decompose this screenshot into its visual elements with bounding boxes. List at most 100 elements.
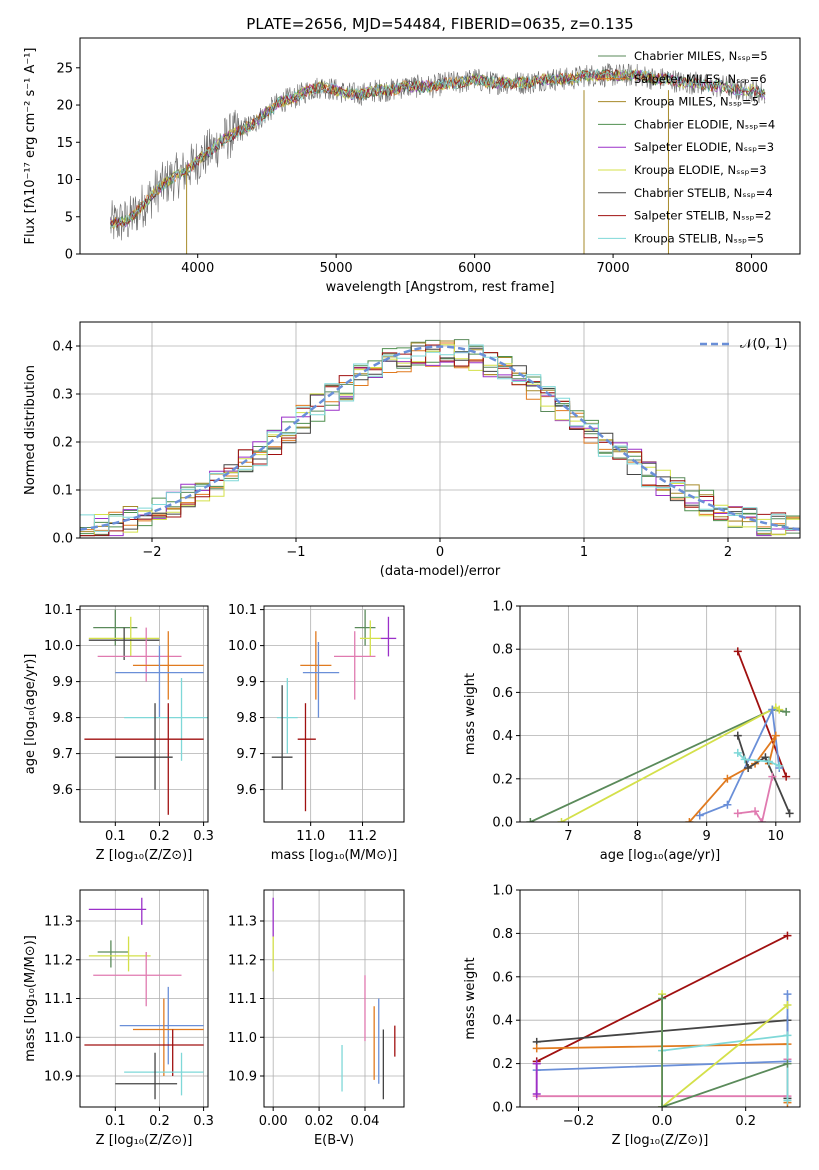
y-tick-label: 10	[56, 173, 73, 188]
mass-weight-marker	[751, 807, 760, 816]
legend-label: Salpeter STELIB, Nₛₛₚ=2	[634, 209, 772, 223]
y-tick-label: 10.0	[228, 639, 257, 654]
mass-weight-marker	[532, 1059, 541, 1068]
mass-weight-marker	[783, 1031, 792, 1040]
mass-weight-line	[661, 994, 789, 1107]
y-tick-label: 1.0	[492, 884, 513, 899]
legend-label: Chabrier MILES, Nₛₛₚ=5	[634, 49, 768, 63]
mass-weight-marker	[761, 753, 770, 762]
y-tick-label: 9.7	[236, 747, 257, 762]
y-tick-label: 11.1	[228, 992, 257, 1007]
mass-weight-marker	[733, 748, 742, 757]
x-axis-label: E(B-V)	[314, 1133, 354, 1148]
y-tick-label: 0.2	[52, 436, 73, 451]
x-tick-label: 8	[633, 829, 641, 844]
x-tick-label: 0	[436, 545, 444, 560]
y-tick-label: 0.0	[492, 816, 513, 831]
mass-weight-marker	[783, 1059, 792, 1068]
y-tick-label: 0	[65, 248, 73, 263]
x-tick-label: 7	[564, 829, 572, 844]
y-tick-label: 11.3	[228, 915, 257, 930]
mass-weight-marker	[768, 772, 777, 781]
mass-weight-marker	[771, 731, 780, 740]
y-tick-label: 0.4	[492, 729, 513, 744]
mass-weight-line	[736, 735, 791, 814]
x-tick-label: 2	[724, 545, 732, 560]
y-axis-label: Normed distribution	[23, 365, 38, 495]
y-tick-label: 11.1	[44, 992, 73, 1007]
mass-weight-marker	[775, 761, 784, 770]
x-tick-label: 9	[703, 829, 711, 844]
x-tick-label: 0.1	[105, 829, 126, 844]
panel-mass_weight_vs_age: 7 8 9 10 0.0 0.2 0.4 0.6 0.8 1.0 age [log₁₀(age/yr…	[463, 600, 801, 863]
x-tick-label: 0.2	[149, 1114, 170, 1129]
gaussian-reference-curve	[80, 345, 800, 531]
y-tick-label: 0.6	[492, 686, 513, 701]
axes-frame	[79, 605, 209, 823]
y-axis-label: mass [log₁₀(M/M⊙)]	[23, 935, 38, 1062]
x-tick-label: 0.00	[259, 1114, 288, 1129]
x-tick-label: 10	[768, 829, 785, 844]
y-tick-label: 11.3	[44, 915, 73, 930]
x-tick-label: −2	[142, 545, 161, 560]
residual-histogram	[80, 344, 800, 532]
y-tick-label: 10.9	[44, 1070, 73, 1085]
mass-weight-marker	[658, 994, 667, 1003]
y-tick-label: 10.1	[228, 603, 257, 618]
plot-area-residuals	[80, 339, 800, 537]
plot-area-spectrum	[110, 63, 766, 254]
plot-area-mass_weight_vs_age	[526, 647, 794, 822]
panel-mass_vs_EBV: 0.00 0.02 0.04 10.9 11.0 11.1 11.2 11.3 E(B-V)	[228, 889, 405, 1148]
y-tick-label: 11.2	[44, 953, 73, 968]
y-tick-label: 11.0	[228, 1031, 257, 1046]
y-tick-label: 9.8	[236, 711, 257, 726]
mass-weight-marker	[532, 1089, 541, 1098]
figure-title: PLATE=2656, MJD=54484, FIBERID=0635, z=0…	[246, 15, 633, 33]
x-tick-label: 7000	[597, 261, 630, 276]
mass-weight-marker	[658, 1103, 667, 1107]
mass-weight-marker	[526, 818, 535, 822]
x-tick-label: 6000	[458, 261, 491, 276]
y-tick-label: 0.0	[492, 1101, 513, 1116]
plot-area-age_vs_mass	[271, 609, 397, 812]
plot-area-mass_weight_vs_Z	[532, 931, 792, 1107]
y-tick-label: 5	[65, 210, 73, 225]
x-tick-label: 8000	[735, 261, 768, 276]
y-tick-label: 10.1	[44, 603, 73, 618]
y-tick-label: 0.6	[492, 970, 513, 985]
mass-weight-line	[737, 752, 780, 767]
mass-weight-marker	[744, 764, 753, 772]
y-tick-label: 0.4	[492, 1014, 513, 1029]
panel-spectrum: 4000 5000 6000 7000 8000 0 5 10 15 20 25 wavelength…	[23, 37, 801, 295]
legend-label: Salpeter MILES, Nₛₛₚ=6	[634, 72, 767, 86]
panel-residuals: −2 −1 0 1 2 0.0 0.1 0.2 0.3 0.4 (data-model)/error…	[23, 321, 801, 579]
y-tick-label: 0.3	[52, 388, 73, 403]
mass-weight-marker	[785, 809, 794, 818]
mass-weight-marker	[532, 1044, 541, 1053]
mass-weight-line	[737, 776, 774, 822]
y-tick-label: 10.0	[44, 639, 73, 654]
legend-label: Kroupa STELIB, Nₛₛₚ=5	[634, 231, 764, 245]
x-tick-label: 0.0	[652, 1114, 673, 1129]
x-tick-label: 11.2	[348, 829, 377, 844]
mass-weight-marker	[757, 818, 766, 822]
x-axis-label: age [log₁₀(age/yr)]	[600, 848, 721, 863]
y-tick-label: 9.9	[52, 675, 73, 690]
x-axis-label: Z [log₁₀(Z/Z⊙)]	[96, 848, 193, 863]
y-tick-label: 11.2	[228, 953, 257, 968]
y-tick-label: 0.8	[492, 643, 513, 658]
x-axis-label: mass [log₁₀(M/M⊙)]	[271, 848, 398, 863]
plot-area-age_vs_Z	[84, 609, 208, 815]
legend-label: Chabrier ELODIE, Nₛₛₚ=4	[634, 117, 775, 131]
y-tick-label: 0.0	[52, 532, 73, 547]
mass-weight-marker	[557, 818, 566, 822]
x-tick-label: −0.2	[563, 1114, 595, 1129]
axes-frame	[263, 605, 405, 823]
mass-weight-line	[661, 998, 788, 1107]
axes-frame	[79, 37, 801, 255]
x-axis-label: (data-model)/error	[380, 564, 501, 579]
legend-label: Chabrier STELIB, Nₛₛₚ=4	[634, 186, 773, 200]
x-tick-label: 0.3	[193, 1114, 214, 1129]
y-tick-label: 0.2	[492, 1057, 513, 1072]
